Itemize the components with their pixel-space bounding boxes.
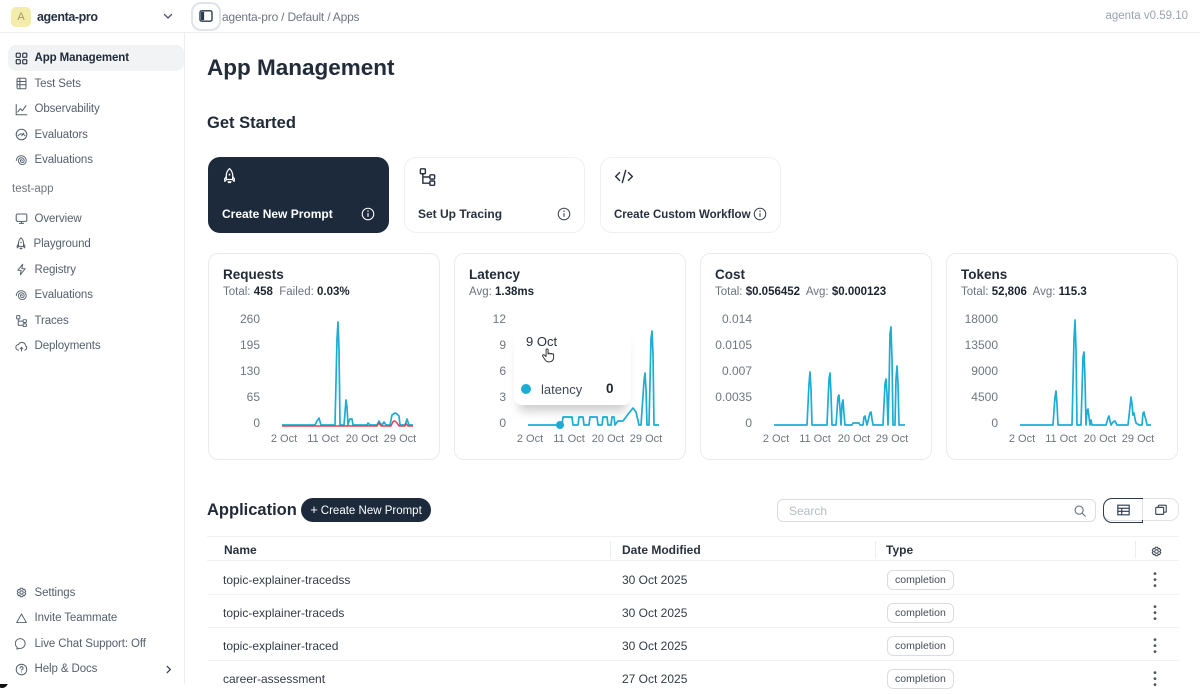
svg-text:11 Oct: 11 Oct [1045, 433, 1077, 445]
svg-text:130: 130 [240, 364, 260, 378]
svg-text:18000: 18000 [965, 312, 999, 326]
svg-text:13500: 13500 [965, 338, 999, 352]
svg-text:195: 195 [240, 338, 260, 352]
svg-text:4500: 4500 [971, 390, 998, 404]
svg-text:0: 0 [745, 416, 752, 430]
svg-text:11 Oct: 11 Oct [307, 433, 339, 445]
svg-text:0: 0 [991, 416, 998, 430]
svg-text:260: 260 [240, 312, 260, 326]
svg-text:29 Oct: 29 Oct [630, 433, 662, 445]
svg-text:2 Oct: 2 Oct [517, 433, 543, 445]
svg-text:0.014: 0.014 [722, 312, 752, 326]
svg-text:20 Oct: 20 Oct [1084, 433, 1116, 445]
svg-text:2 Oct: 2 Oct [271, 433, 297, 445]
svg-text:12: 12 [493, 312, 507, 326]
svg-text:0.0035: 0.0035 [715, 390, 752, 404]
svg-text:20 Oct: 20 Oct [838, 433, 870, 445]
svg-text:11 Oct: 11 Oct [799, 433, 831, 445]
svg-text:29 Oct: 29 Oct [876, 433, 908, 445]
svg-text:65: 65 [247, 390, 261, 404]
svg-text:0.0105: 0.0105 [715, 338, 752, 352]
svg-text:0.007: 0.007 [722, 364, 752, 378]
svg-text:0: 0 [253, 416, 260, 430]
svg-text:0: 0 [499, 416, 506, 430]
svg-text:9: 9 [499, 338, 506, 352]
svg-text:2 Oct: 2 Oct [1009, 433, 1035, 445]
svg-text:29 Oct: 29 Oct [1122, 433, 1154, 445]
svg-text:6: 6 [499, 364, 506, 378]
svg-text:20 Oct: 20 Oct [346, 433, 378, 445]
svg-text:29 Oct: 29 Oct [384, 433, 416, 445]
svg-text:3: 3 [499, 390, 506, 404]
svg-text:11 Oct: 11 Oct [553, 433, 585, 445]
svg-text:2 Oct: 2 Oct [763, 433, 789, 445]
svg-text:9000: 9000 [971, 364, 998, 378]
svg-text:20 Oct: 20 Oct [592, 433, 624, 445]
